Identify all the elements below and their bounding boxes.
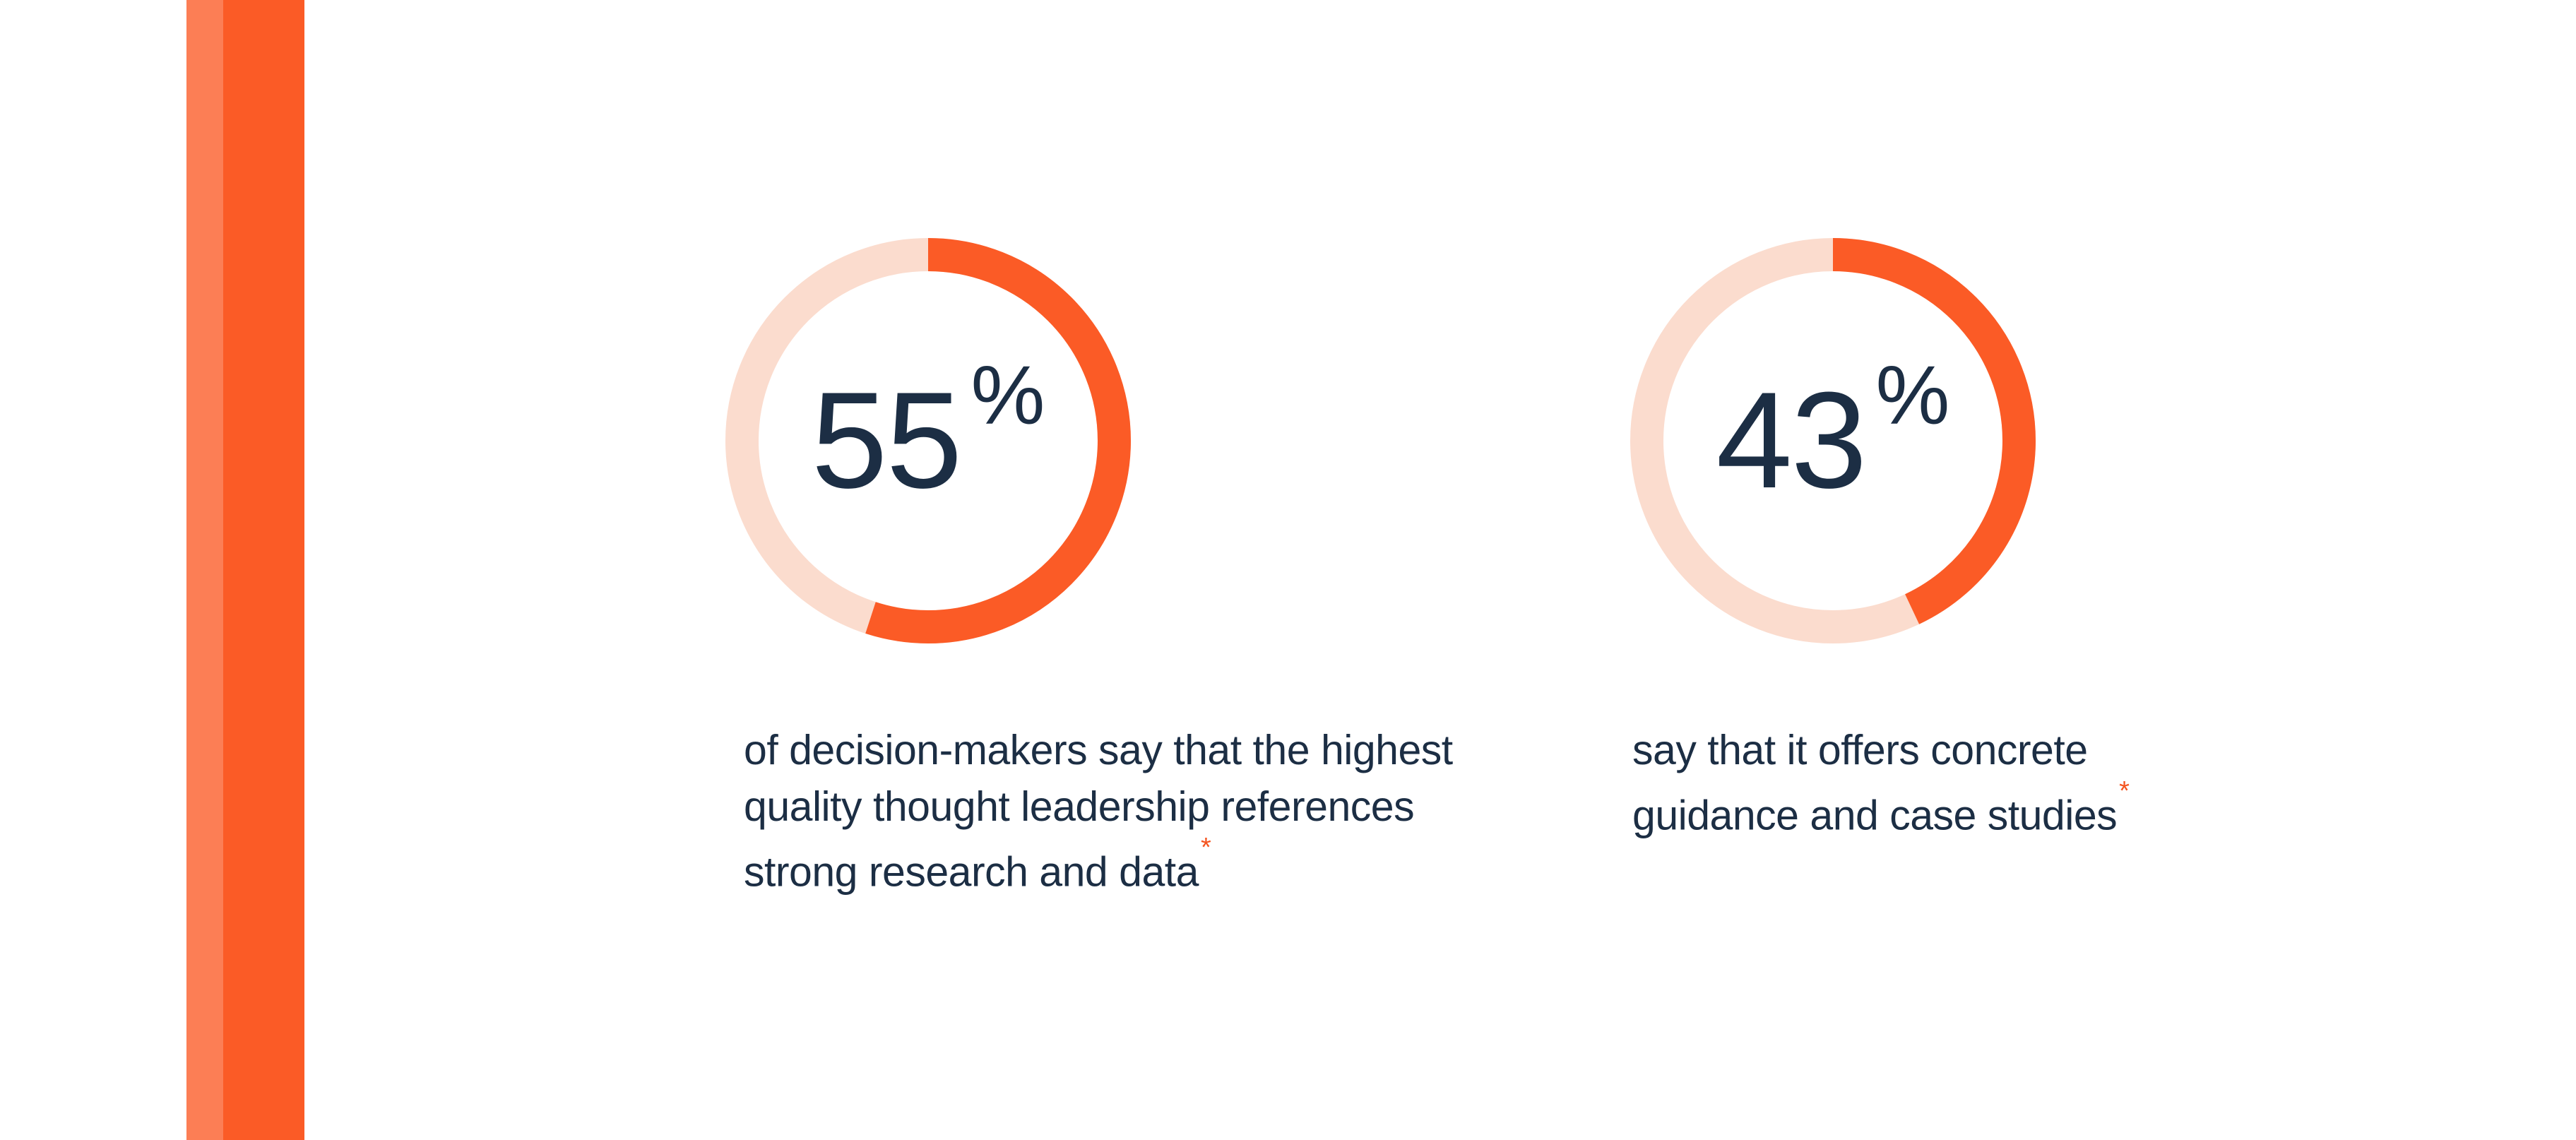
stat-block-43: 43 % say that it offers concrete guidanc… (1630, 238, 2130, 839)
accent-bar-light-stripe (186, 0, 223, 1140)
stat-caption: say that it offers concrete guidance and… (1632, 722, 2409, 844)
donut-value-arc (725, 238, 1131, 643)
donut-value-label: 55 % (725, 238, 1131, 643)
donut-ring-svg (1630, 238, 2036, 643)
accent-bar (186, 0, 304, 1140)
donut-value-label: 43 % (1630, 238, 2036, 643)
caption-line: of decision-makers say that the highest (744, 727, 1453, 773)
donut-ring-svg (725, 238, 1131, 643)
stat-block-55: 55 % of decision-makers say that the hig… (725, 238, 1453, 896)
percent-sign: % (1875, 349, 1950, 442)
donut-value-arc (1630, 238, 2036, 643)
accent-bar-dark-stripe (223, 0, 304, 1140)
percent-sign: % (971, 349, 1045, 442)
caption-line: strong research and data (744, 848, 1199, 896)
donut-value-number: 43 (1716, 364, 1868, 517)
footnote-asterisk: * (2119, 776, 2130, 806)
stat-caption: of decision-makers say that the highest … (744, 722, 1521, 901)
caption-line: quality thought leadership references (744, 783, 1415, 830)
donut-value-number: 55 (811, 364, 963, 517)
donut-chart-43-percent: 43 % (1630, 238, 2036, 643)
donut-chart-55-percent: 55 % (725, 238, 1131, 643)
caption-line: say that it offers concrete (1632, 727, 2088, 773)
footnote-asterisk: * (1200, 833, 1211, 862)
caption-line: guidance and case studies (1632, 792, 2118, 839)
